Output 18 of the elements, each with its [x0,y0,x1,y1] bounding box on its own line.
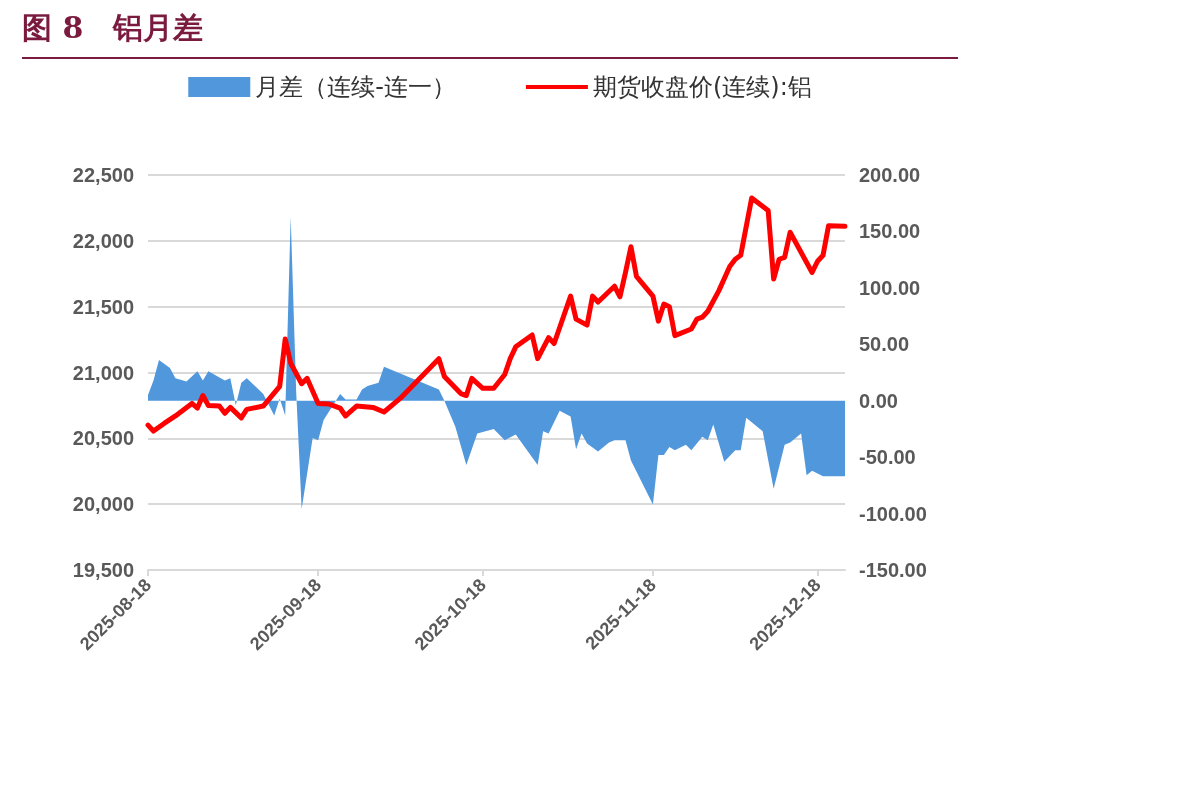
y2-tick-label: -150.00 [859,559,927,581]
y-tick-label: 19,500 [72,559,134,581]
y-tick-label: 22,500 [72,164,134,186]
y-tick-label: 21,000 [72,361,134,384]
y2-tick-label: 150.00 [859,220,921,243]
y2-tick-label: 100.00 [859,276,921,299]
y-tick-label: 20,500 [72,427,134,450]
y2-tick-label: 200.00 [859,164,921,186]
legend-label: 月差（连续-连一） [255,73,456,101]
y2-tick-label: 0.00 [859,389,898,412]
y-tick-label: 20,000 [72,493,134,516]
y2-tick-label: -100.00 [859,502,927,525]
y-tick-label: 22,000 [72,229,134,252]
y2-tick-label: -50.00 [859,446,916,469]
y2-tick-label: 50.00 [859,333,910,356]
chart-title: 图 8 铝月差 [22,8,958,59]
y-tick-label: 21,500 [72,295,134,318]
legend-label: 期货收盘价(连续):铝 [592,73,812,101]
